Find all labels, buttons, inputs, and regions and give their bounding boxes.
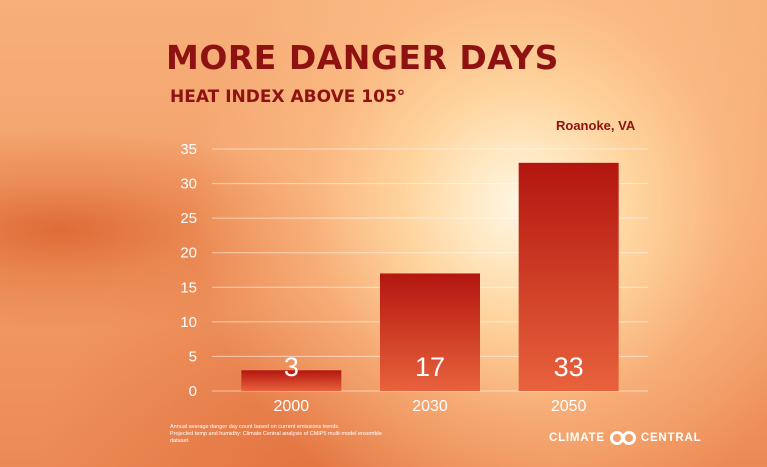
bar xyxy=(241,370,342,391)
y-axis: 0 5 10 15 20 25 30 35 xyxy=(180,141,197,400)
logo-text-right: CENTRAL xyxy=(640,432,702,444)
bars xyxy=(241,162,619,391)
bar xyxy=(518,162,619,391)
climate-central-logo: CLIMATE CENTRAL xyxy=(549,430,701,446)
footnote-line: Annual average danger day count based on… xyxy=(170,424,340,430)
x-tick-label: 2000 xyxy=(274,398,310,415)
chart-title: MORE DANGER DAYS xyxy=(166,38,559,77)
y-tick-label: 30 xyxy=(180,176,197,193)
logo-rings-icon xyxy=(609,431,636,445)
x-tick-label: 2030 xyxy=(412,398,448,415)
data-label: 3 xyxy=(284,352,299,382)
y-tick-label: 5 xyxy=(189,348,197,365)
footnote-line: Projected temp and humidity: Climate Cen… xyxy=(170,431,382,437)
footnote-line: dataset. xyxy=(170,438,190,444)
data-label: 17 xyxy=(415,352,445,382)
x-axis: 2000 2030 2050 xyxy=(274,398,587,415)
y-tick-label: 10 xyxy=(180,314,197,331)
y-tick-label: 20 xyxy=(180,245,197,262)
location-label: Roanoke, VA xyxy=(556,118,636,133)
logo-text-left: CLIMATE xyxy=(549,432,605,444)
y-tick-label: 0 xyxy=(189,383,197,400)
y-tick-label: 35 xyxy=(180,141,197,158)
x-tick-label: 2050 xyxy=(551,398,587,415)
data-label: 33 xyxy=(554,352,584,382)
data-labels: 3 17 33 xyxy=(284,352,584,382)
y-tick-label: 15 xyxy=(180,279,197,296)
chart-subtitle: HEAT INDEX ABOVE 105° xyxy=(170,87,406,107)
bar xyxy=(380,273,480,391)
y-tick-label: 25 xyxy=(180,210,197,227)
footnote: Annual average danger day count based on… xyxy=(170,424,500,445)
